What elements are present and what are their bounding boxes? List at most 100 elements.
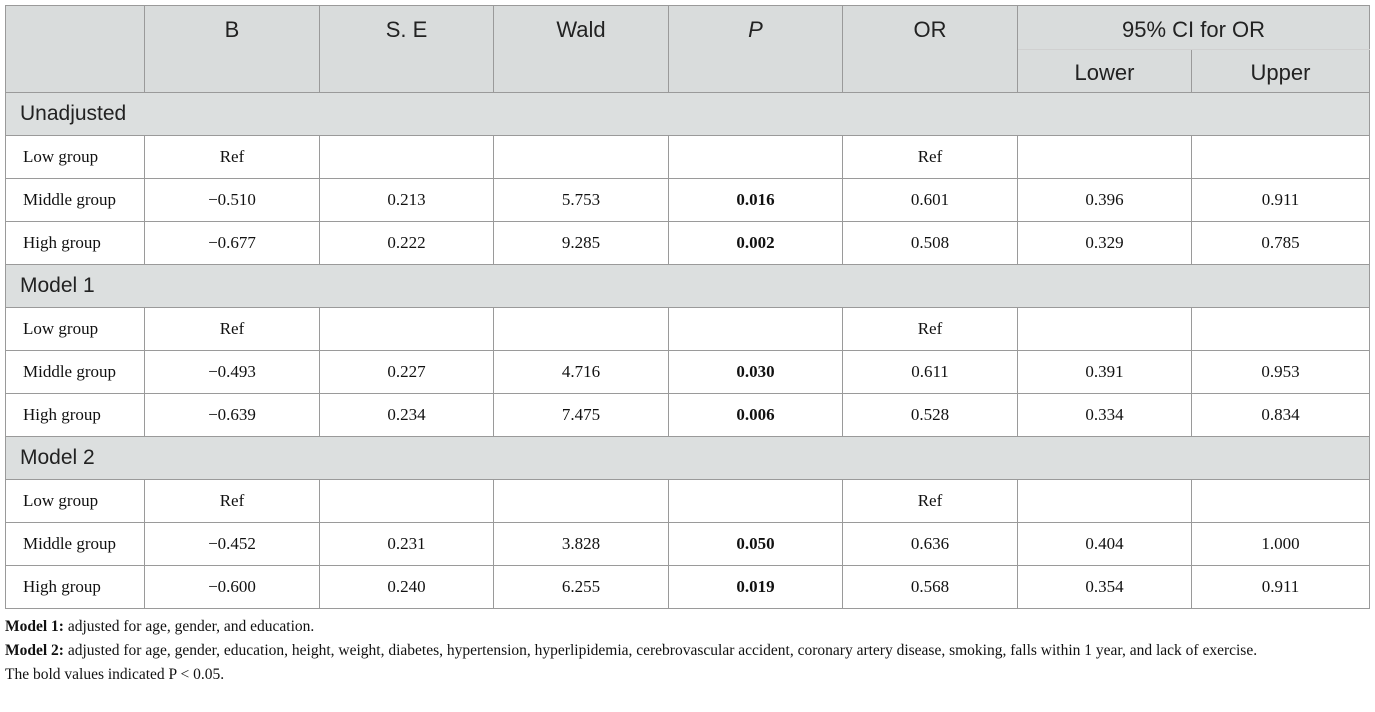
cell-lower xyxy=(1017,307,1192,351)
cell-b: −0.452 xyxy=(144,522,320,566)
cell-p xyxy=(668,307,843,351)
cell-b: −0.677 xyxy=(144,221,320,265)
logistic-regression-table: B S. E Wald P OR 95% CI for OR Lower Upp… xyxy=(4,5,1371,609)
table-row: High group −0.600 0.240 6.255 0.019 0.568 0.35… xyxy=(5,565,1371,609)
cell-wald: 4.716 xyxy=(493,350,669,394)
footnote-model2: Model 2: adjusted for age, gender, educa… xyxy=(5,640,1369,661)
row-label: High group xyxy=(5,221,145,265)
header-p: P xyxy=(668,5,843,93)
cell-wald: 6.255 xyxy=(493,565,669,609)
cell-p: 0.006 xyxy=(668,393,843,437)
row-label: Low group xyxy=(5,479,145,523)
cell-lower: 0.329 xyxy=(1017,221,1192,265)
table-row: Middle group −0.452 0.231 3.828 0.050 0.636 0.… xyxy=(5,522,1371,566)
cell-lower xyxy=(1017,479,1192,523)
cell-b: Ref xyxy=(144,135,320,179)
cell-wald xyxy=(493,307,669,351)
cell-lower: 0.334 xyxy=(1017,393,1192,437)
cell-se: 0.231 xyxy=(319,522,494,566)
row-label: Middle group xyxy=(5,178,145,222)
cell-se xyxy=(319,135,494,179)
footnote-model2-text: adjusted for age, gender, education, hei… xyxy=(63,642,1258,659)
results-table-container: B S. E Wald P OR 95% CI for OR Lower Upp… xyxy=(4,5,1371,609)
header-or: OR xyxy=(842,5,1018,93)
cell-or: 0.601 xyxy=(842,178,1018,222)
cell-se: 0.222 xyxy=(319,221,494,265)
cell-upper: 0.785 xyxy=(1190,221,1371,265)
row-label: Middle group xyxy=(5,522,145,566)
cell-b: −0.639 xyxy=(144,393,320,437)
header-upper: Upper xyxy=(1190,48,1371,93)
cell-wald xyxy=(493,135,669,179)
cell-se: 0.227 xyxy=(319,350,494,394)
cell-upper: 1.000 xyxy=(1190,522,1371,566)
cell-lower: 0.396 xyxy=(1017,178,1192,222)
cell-se: 0.213 xyxy=(319,178,494,222)
header-p-text: P xyxy=(748,17,763,42)
section-title: Unadjusted xyxy=(4,92,1371,136)
header-lower: Lower xyxy=(1017,48,1192,93)
cell-p: 0.030 xyxy=(668,350,843,394)
cell-p xyxy=(668,135,843,179)
cell-p: 0.050 xyxy=(668,522,843,566)
cell-p xyxy=(668,479,843,523)
header-ci: 95% CI for OR xyxy=(1016,5,1371,50)
cell-wald: 7.475 xyxy=(493,393,669,437)
section-row: Model 2 xyxy=(4,436,1371,480)
cell-upper: 0.834 xyxy=(1190,393,1371,437)
cell-wald: 9.285 xyxy=(493,221,669,265)
section-row: Model 1 xyxy=(4,264,1371,308)
table-body: Unadjusted Low group Ref Ref Middle group −0.… xyxy=(4,92,1371,609)
cell-lower xyxy=(1017,135,1192,179)
cell-lower: 0.391 xyxy=(1017,350,1192,394)
table-row: Low group Ref Ref xyxy=(5,479,1371,523)
table-row: High group −0.677 0.222 9.285 0.002 0.508 0.32… xyxy=(5,221,1371,265)
table-row: Low group Ref Ref xyxy=(5,135,1371,179)
cell-or: Ref xyxy=(842,135,1018,179)
header-wald: Wald xyxy=(493,5,669,93)
cell-wald xyxy=(493,479,669,523)
cell-or: Ref xyxy=(842,307,1018,351)
cell-wald: 3.828 xyxy=(493,522,669,566)
table-row: Middle group −0.493 0.227 4.716 0.030 0.611 0.… xyxy=(5,350,1371,394)
cell-or: 0.568 xyxy=(842,565,1018,609)
cell-wald: 5.753 xyxy=(493,178,669,222)
section-title: Model 2 xyxy=(4,436,1371,480)
cell-upper: 0.911 xyxy=(1190,565,1371,609)
cell-upper: 0.911 xyxy=(1190,178,1371,222)
row-label: Low group xyxy=(5,135,145,179)
cell-or: 0.611 xyxy=(842,350,1018,394)
footnote-model1-text: adjusted for age, gender, and education. xyxy=(63,618,315,635)
table-row: Middle group −0.510 0.213 5.753 0.016 0.601 0.… xyxy=(5,178,1371,222)
cell-upper xyxy=(1190,135,1371,179)
cell-b: −0.510 xyxy=(144,178,320,222)
cell-b: −0.600 xyxy=(144,565,320,609)
cell-se: 0.234 xyxy=(319,393,494,437)
footnote-model2-label: Model 2: xyxy=(5,642,64,659)
cell-se xyxy=(319,307,494,351)
cell-or: Ref xyxy=(842,479,1018,523)
cell-or: 0.528 xyxy=(842,393,1018,437)
cell-or: 0.636 xyxy=(842,522,1018,566)
cell-upper xyxy=(1190,307,1371,351)
header-b: B xyxy=(144,5,320,93)
header-se: S. E xyxy=(319,5,494,93)
footnote-model1-label: Model 1: xyxy=(5,618,64,635)
cell-b: −0.493 xyxy=(144,350,320,394)
footnote-bold-note: The bold values indicated P < 0.05. xyxy=(5,666,225,683)
cell-se: 0.240 xyxy=(319,565,494,609)
table-row: High group −0.639 0.234 7.475 0.006 0.528 0.33… xyxy=(5,393,1371,437)
row-label: High group xyxy=(5,565,145,609)
section-title: Model 1 xyxy=(4,264,1371,308)
cell-or: 0.508 xyxy=(842,221,1018,265)
row-label: High group xyxy=(5,393,145,437)
footnote-model1: Model 1: adjusted for age, gender, and e… xyxy=(5,616,1369,637)
cell-lower: 0.354 xyxy=(1017,565,1192,609)
section-row: Unadjusted xyxy=(4,92,1371,136)
cell-se xyxy=(319,479,494,523)
table-row: Low group Ref Ref xyxy=(5,307,1371,351)
row-label: Middle group xyxy=(5,350,145,394)
cell-lower: 0.404 xyxy=(1017,522,1192,566)
cell-upper: 0.953 xyxy=(1190,350,1371,394)
table-footnotes: Model 1: adjusted for age, gender, and e… xyxy=(5,616,1369,688)
